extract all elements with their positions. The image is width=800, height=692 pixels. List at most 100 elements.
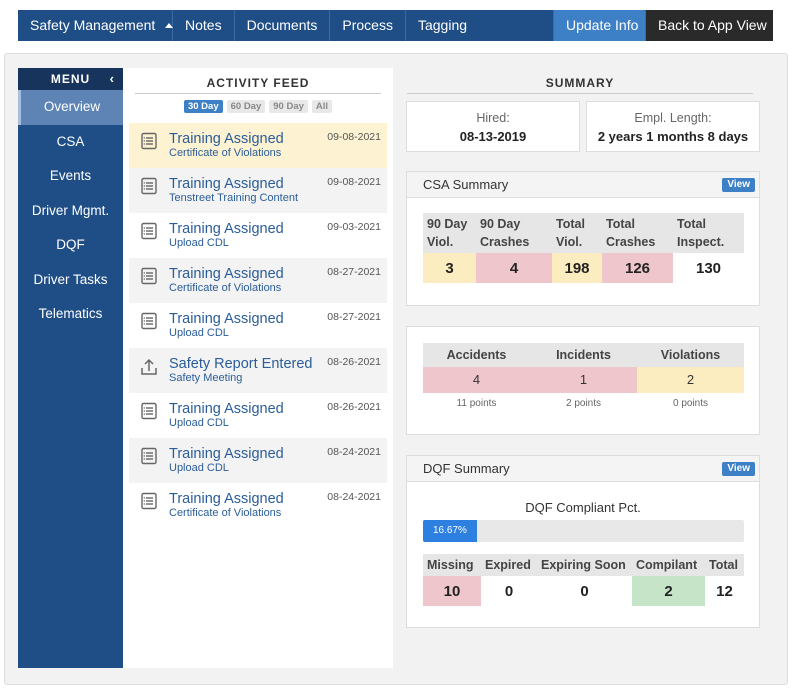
feed-item-title[interactable]: Training Assigned [169, 131, 284, 147]
feed-item-subtitle: Upload CDL [169, 462, 229, 474]
nav-process[interactable]: Process [330, 10, 406, 41]
csa-value-90day-crashes: 4 [476, 253, 552, 283]
feed-item-date: 08-26-2021 [327, 356, 381, 368]
feed-item-title[interactable]: Training Assigned [169, 311, 284, 327]
feed-item-subtitle: Upload CDL [169, 237, 229, 249]
feed-item-subtitle: Certificate of Violations [169, 147, 282, 159]
csa-value-total-crashes: 126 [602, 253, 673, 283]
filter-30-day[interactable]: 30 Day [183, 100, 223, 113]
feed-item-date: 08-27-2021 [327, 311, 381, 323]
feed-item[interactable]: Training Assigned Certificate of Violatio… [129, 258, 387, 303]
feed-item-subtitle: Upload CDL [169, 417, 229, 429]
feed-item-text: Training Assigned Tenstreet Training Cont… [169, 168, 387, 213]
feed-filters: 30 Day 60 Day 90 Day All [123, 100, 393, 116]
dqf-header-expired: Expired [481, 554, 537, 576]
feed-item-subtitle: Certificate of Violations [169, 507, 282, 519]
feed-item-date: 08-27-2021 [327, 266, 381, 278]
sidebar-item-driver-tasks[interactable]: Driver Tasks [33, 271, 108, 287]
dqf-header-expiring-soon: Expiring Soon [537, 554, 632, 576]
feed-item[interactable]: Training Assigned Tenstreet Training Cont… [129, 168, 387, 213]
feed-list: Training Assigned Certificate of Violatio… [129, 123, 387, 528]
caret-up-icon [165, 23, 174, 28]
dqf-table: Missing Expired Expiring Soon Compilant … [423, 554, 744, 606]
menu-title: MENU [50, 72, 91, 86]
sidebar-item-driver-mgmt[interactable]: Driver Mgmt. [31, 202, 110, 218]
csa-table: 90 Day Viol. 90 Day Crashes Total Viol. … [423, 213, 744, 283]
nav-label: Safety Management [30, 17, 156, 33]
sidebar-item-overview[interactable]: Overview [18, 90, 123, 125]
sidebar-item-dqf[interactable]: DQF [56, 237, 85, 252]
dqf-compliant-label: DQF Compliant Pct. [525, 500, 641, 515]
feed-item[interactable]: Training Assigned Certificate of Violatio… [129, 483, 387, 528]
feed-item-title[interactable]: Safety Report Entered [169, 356, 313, 372]
feed-item-text: Training Assigned Upload CDL [169, 303, 387, 348]
dqf-value-expired: 0 [504, 582, 514, 600]
hired-value: 08-13-2019 [459, 129, 527, 144]
dqf-summary-header: DQF Summary View [407, 456, 759, 482]
csa-value-90day-viol: 3 [423, 253, 476, 283]
dqf-summary-title: DQF Summary [423, 461, 510, 476]
dqf-value-total: 12 [716, 582, 733, 600]
feed-item[interactable]: Training Assigned Upload CDL 08-26-2021 [129, 393, 387, 438]
csa-header-90day-viol: 90 Day Viol. [423, 213, 476, 253]
feed-item-title[interactable]: Training Assigned [169, 446, 284, 462]
nav-documents[interactable]: Documents [234, 10, 331, 41]
filter-90-day[interactable]: 90 Day [269, 100, 308, 113]
feed-item-date: 08-24-2021 [327, 491, 381, 503]
collapse-chevron-icon[interactable]: ‹ [109, 71, 115, 86]
feed-item[interactable]: Training Assigned Upload CDL 08-24-2021 [129, 438, 387, 483]
nav-safety-management[interactable]: Safety Management [18, 10, 174, 41]
feed-item-text: Training Assigned Certificate of Violatio… [169, 123, 387, 168]
feed-item-title[interactable]: Training Assigned [169, 176, 284, 192]
feed-item-title[interactable]: Training Assigned [169, 401, 284, 417]
dqf-value-compilant: 2 [632, 576, 705, 606]
feed-item-text: Training Assigned Upload CDL [169, 213, 387, 258]
sidebar-item-events[interactable]: Events [49, 168, 92, 183]
sidebar-item-csa[interactable]: CSA [56, 133, 85, 149]
employment-length-label: Empl. Length: [634, 111, 712, 125]
feed-item-subtitle: Safety Meeting [169, 372, 243, 384]
feed-item-text: Training Assigned Certificate of Violatio… [169, 483, 387, 528]
violations-header: Violations [660, 348, 721, 362]
update-info-button[interactable]: Update Info [554, 10, 646, 41]
feed-item[interactable]: Training Assigned Certificate of Violatio… [129, 123, 387, 168]
sidebar-item-telematics[interactable]: Telematics [38, 306, 103, 321]
dqf-value-expiring-soon: 0 [580, 582, 589, 600]
nav-tagging[interactable]: Tagging [405, 10, 554, 41]
feed-item-title[interactable]: Training Assigned [169, 221, 284, 237]
dqf-progress-bar: 16.67% [423, 520, 744, 542]
csa-value-total-viol: 198 [552, 253, 602, 283]
feed-item-text: Safety Report Entered Safety Meeting [169, 348, 387, 393]
summary-title: SUMMARY [407, 68, 753, 94]
feed-item[interactable]: Training Assigned Upload CDL 09-03-2021 [129, 213, 387, 258]
accidents-value: 4 [423, 367, 530, 393]
hired-box: Hired: 08-13-2019 [406, 101, 580, 152]
dqf-summary-panel: DQF Summary View DQF Compliant Pct. 16.6… [406, 455, 760, 628]
feed-item[interactable]: Training Assigned Upload CDL 08-27-2021 [129, 303, 387, 348]
feed-item-text: Training Assigned Certificate of Violatio… [169, 258, 387, 303]
dqf-header-total: Total [705, 554, 744, 576]
dqf-header-missing: Missing [423, 554, 481, 576]
feed-item-subtitle: Certificate of Violations [169, 282, 282, 294]
accidents-points: 11 points [456, 398, 497, 409]
csa-header-total-viol: Total Viol. [552, 213, 602, 253]
hired-label: Hired: [476, 111, 510, 125]
nav-notes[interactable]: Notes [173, 10, 235, 41]
violations-value: 2 [637, 367, 744, 393]
feed-item-date: 08-26-2021 [327, 401, 381, 413]
feed-item-title[interactable]: Training Assigned [169, 266, 284, 282]
dqf-view-button[interactable]: View [722, 462, 755, 476]
csa-summary-panel: CSA Summary View 90 Day Viol. 90 Day Cra… [406, 171, 760, 306]
back-to-app-button[interactable]: Back to App View [646, 10, 773, 41]
csa-view-button[interactable]: View [722, 178, 755, 192]
filter-60-day[interactable]: 60 Day [226, 100, 266, 113]
feed-title: ACTIVITY FEED [135, 68, 381, 94]
incidents-value: 1 [530, 367, 637, 393]
filter-all[interactable]: All [311, 100, 333, 113]
feed-item-title[interactable]: Training Assigned [169, 491, 284, 507]
upload-icon [129, 348, 169, 393]
incident-counts-header: Accidents Incidents Violations [423, 343, 744, 367]
feed-item[interactable]: Safety Report Entered Safety Meeting 08-26… [129, 348, 387, 393]
checklist-icon [129, 123, 169, 168]
employment-length-box: Empl. Length: 2 years 1 months 8 days [586, 101, 760, 152]
